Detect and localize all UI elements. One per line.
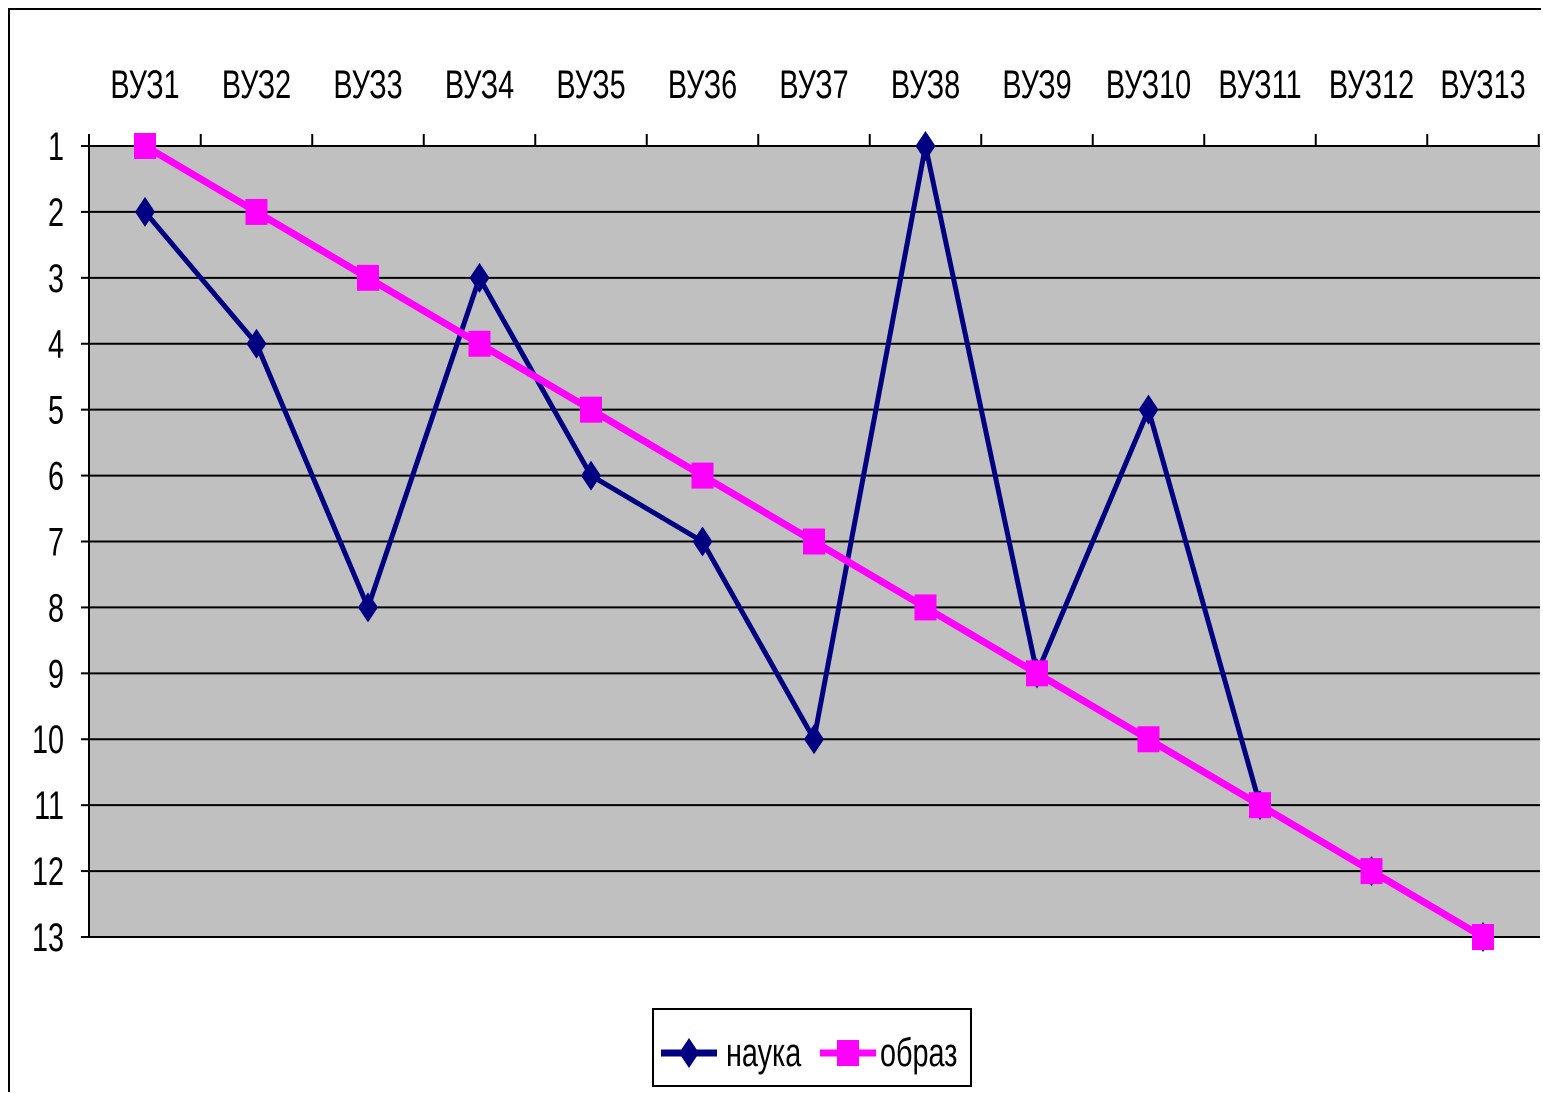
x-category-label: ВУЗ10 bbox=[1106, 62, 1191, 107]
data-point bbox=[468, 330, 491, 357]
legend: наука образ bbox=[652, 1008, 972, 1087]
data-point bbox=[1472, 924, 1494, 950]
data-point bbox=[134, 133, 156, 159]
legend-label: образ bbox=[880, 1030, 957, 1075]
legend-marker bbox=[837, 1040, 859, 1066]
data-point bbox=[358, 592, 378, 623]
data-point bbox=[135, 196, 155, 227]
series-obraz bbox=[134, 133, 1494, 950]
x-category-label: ВУЗ7 bbox=[779, 62, 848, 107]
x-category-label: ВУЗ9 bbox=[1002, 62, 1071, 107]
data-point bbox=[580, 396, 602, 423]
data-point bbox=[1137, 726, 1160, 753]
data-point bbox=[1360, 858, 1383, 885]
data-point bbox=[1249, 792, 1271, 819]
x-category-label: ВУЗ12 bbox=[1329, 62, 1414, 107]
x-category-label: ВУЗ6 bbox=[668, 62, 737, 107]
series-layer bbox=[134, 131, 1494, 952]
x-category-label: ВУЗ11 bbox=[1218, 62, 1301, 107]
y-tick-label: 4 bbox=[48, 322, 64, 367]
y-tick-label: 6 bbox=[48, 454, 64, 499]
data-point bbox=[245, 198, 268, 225]
data-point bbox=[246, 328, 267, 359]
x-category-label: ВУЗ5 bbox=[556, 62, 625, 107]
data-point bbox=[581, 460, 601, 491]
data-point bbox=[1138, 394, 1159, 425]
y-tick-label: 8 bbox=[48, 586, 64, 631]
legend-marker bbox=[679, 1038, 699, 1068]
y-tick-label: 5 bbox=[48, 388, 64, 433]
legend-label: наука bbox=[726, 1030, 802, 1075]
x-category-label: ВУЗ4 bbox=[445, 62, 514, 107]
legend-box bbox=[652, 1008, 972, 1087]
y-tick-label: 11 bbox=[34, 784, 64, 829]
data-point bbox=[914, 594, 937, 621]
x-category-label: ВУЗ8 bbox=[891, 62, 960, 107]
x-category-label: ВУЗ1 bbox=[110, 62, 179, 107]
data-point bbox=[469, 262, 490, 293]
data-point bbox=[357, 264, 379, 291]
x-category-label: ВУЗ2 bbox=[222, 62, 291, 107]
y-tick-label: 10 bbox=[32, 718, 64, 763]
data-point bbox=[1026, 660, 1048, 687]
data-point bbox=[915, 131, 936, 161]
data-point bbox=[692, 526, 713, 557]
y-tick-label: 2 bbox=[48, 190, 64, 235]
data-point bbox=[691, 462, 714, 489]
y-tick-label: 9 bbox=[48, 652, 64, 697]
x-category-label: ВУЗ13 bbox=[1440, 62, 1525, 107]
y-tick-label: 3 bbox=[48, 256, 64, 301]
y-tick-label: 13 bbox=[32, 915, 64, 960]
x-category-label: ВУЗ3 bbox=[333, 62, 402, 107]
y-tick-label: 7 bbox=[48, 520, 64, 565]
data-point bbox=[803, 528, 825, 555]
x-axis: ВУЗ1 ВУЗ2 ВУЗ3 ВУЗ4 ВУЗ5 ВУЗ6 ВУЗ7 ВУЗ8 ВУЗ9 ВУЗ1… bbox=[88, 62, 1540, 147]
y-tick-label: 12 bbox=[32, 850, 64, 895]
y-tick-label: 1 bbox=[48, 124, 64, 169]
data-point bbox=[804, 724, 824, 755]
